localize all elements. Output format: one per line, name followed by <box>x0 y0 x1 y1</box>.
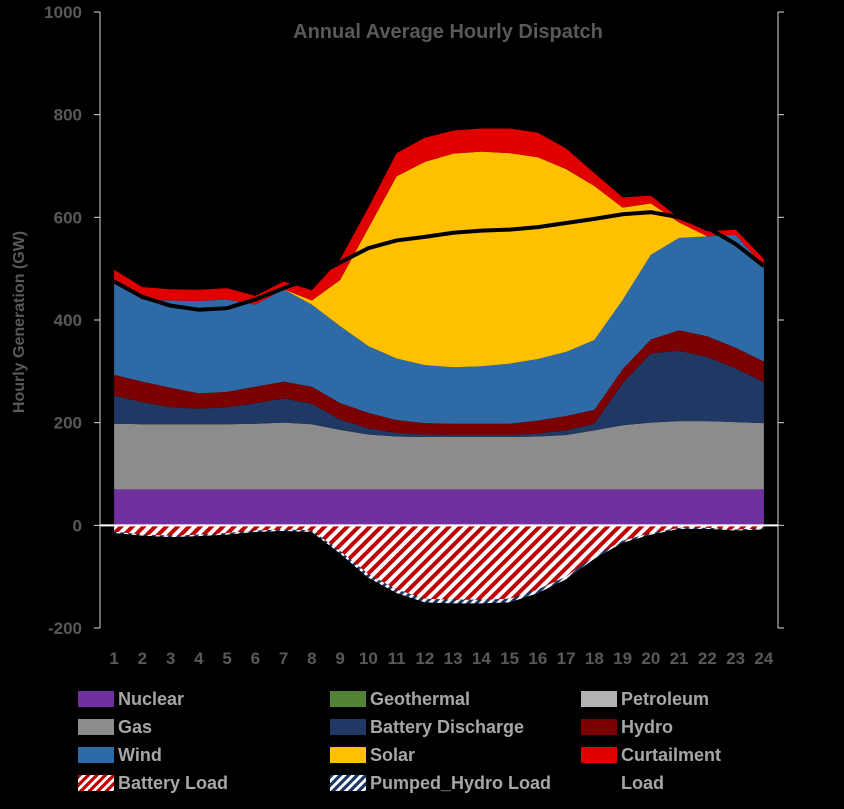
x-tick-label: 5 <box>222 649 231 668</box>
legend-label: Nuclear <box>118 688 185 709</box>
legend-label: Battery Discharge <box>370 716 525 737</box>
legend-label: Load <box>621 772 664 793</box>
y-tick-label: 800 <box>54 106 82 125</box>
x-tick-label: 12 <box>415 649 434 668</box>
legend-label: Battery Load <box>118 772 229 793</box>
x-tick-label: 20 <box>641 649 660 668</box>
x-tick-label: 6 <box>251 649 260 668</box>
legend-swatch-petroleum <box>581 691 617 707</box>
y-axis-label: Hourly Generation (GW) <box>11 231 28 413</box>
legend-item-curtailment: Curtailment <box>581 744 721 766</box>
legend-swatch-wind <box>78 747 114 763</box>
legend-swatch-battery-discharge <box>330 719 366 735</box>
y-tick-label: 400 <box>54 311 82 330</box>
legend-item-nuclear: Nuclear <box>78 688 184 710</box>
legend-item-load: Load <box>581 772 664 794</box>
legend-label: Solar <box>370 744 416 765</box>
y-tick-label: 1000 <box>44 3 82 22</box>
x-tick-label: 4 <box>194 649 204 668</box>
x-tick-label: 11 <box>388 649 406 668</box>
area-battery-discharge <box>114 350 764 438</box>
legend-swatch-gas <box>78 719 114 735</box>
legend-swatch-load <box>581 775 617 791</box>
area-battery-load <box>114 525 764 600</box>
y-tick-label: 200 <box>54 414 82 433</box>
x-tick-label: 2 <box>138 649 147 668</box>
legend-swatch-hydro <box>581 719 617 735</box>
legend-item-solar: Solar <box>330 744 415 766</box>
legend-item-battery-load: Battery Load <box>78 772 228 794</box>
line-load <box>113 210 766 312</box>
legend-item-wind: Wind <box>78 744 162 766</box>
y-tick-label: 600 <box>54 208 82 227</box>
area-gas <box>114 421 764 490</box>
legend-swatch-nuclear <box>78 691 114 707</box>
x-tick-label: 16 <box>528 649 547 668</box>
legend-label: Hydro <box>621 716 674 737</box>
area-pumped-hydro-load <box>114 527 764 604</box>
legend-item-battery-discharge: Battery Discharge <box>330 716 524 738</box>
legend-item-hydro: Hydro <box>581 716 673 738</box>
x-tick-label: 13 <box>444 649 463 668</box>
legend-swatch-solar <box>330 747 366 763</box>
area-nuclear <box>114 489 764 526</box>
x-tick-label: 17 <box>557 649 576 668</box>
legend-item-gas: Gas <box>78 716 152 738</box>
legend-label: Gas <box>118 716 153 737</box>
legend-swatch-pumped-hydro-load <box>330 775 366 791</box>
legend-label: Petroleum <box>621 688 710 709</box>
area-solar <box>114 151 764 368</box>
x-tick-label: 19 <box>613 649 632 668</box>
x-tick-label: 3 <box>166 649 175 668</box>
x-tick-label: 9 <box>335 649 344 668</box>
legend-item-geothermal: Geothermal <box>330 688 470 710</box>
x-tick-label: 18 <box>585 649 604 668</box>
x-tick-label: 7 <box>279 649 288 668</box>
x-tick-label: 23 <box>726 649 745 668</box>
legend-swatch-geothermal <box>330 691 366 707</box>
x-tick-label: 8 <box>307 649 316 668</box>
area-wind <box>114 234 764 424</box>
x-tick-label: 24 <box>754 649 773 668</box>
y-tick-label: 0 <box>73 516 82 535</box>
area-hydro <box>114 330 764 435</box>
y-tick-label: -200 <box>48 619 82 638</box>
x-tick-label: 21 <box>670 649 689 668</box>
legend-item-pumped-hydro-load: Pumped_Hydro Load <box>330 772 551 794</box>
legend-label: Geothermal <box>370 688 471 709</box>
legend-label: Curtailment <box>621 744 722 765</box>
legend-swatch-battery-load <box>78 775 114 791</box>
legend-swatch-curtailment <box>581 747 617 763</box>
legend-label: Wind <box>118 744 162 765</box>
x-tick-label: 15 <box>500 649 519 668</box>
legend-label: Pumped_Hydro Load <box>370 772 552 793</box>
chart-title: Annual Average Hourly Dispatch <box>293 21 603 43</box>
x-tick-label: 1 <box>109 649 118 668</box>
x-tick-label: 22 <box>698 649 717 668</box>
x-tick-label: 14 <box>472 649 491 668</box>
legend-item-petroleum: Petroleum <box>581 688 709 710</box>
x-tick-label: 10 <box>359 649 378 668</box>
